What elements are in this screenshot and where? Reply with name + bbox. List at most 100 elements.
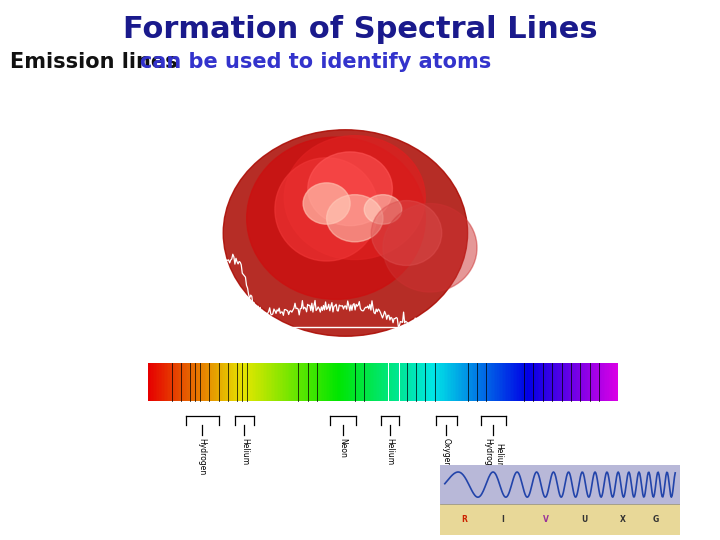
Bar <box>283 363 284 401</box>
Point <box>487 156 499 164</box>
Bar <box>156 363 158 401</box>
Point <box>593 282 605 291</box>
Point <box>161 369 172 377</box>
Bar <box>211 363 212 401</box>
Point <box>318 255 330 264</box>
Point <box>220 211 231 219</box>
Bar <box>418 363 420 401</box>
Point <box>576 179 588 187</box>
Point <box>272 259 284 267</box>
Point <box>428 404 439 413</box>
Point <box>238 136 250 144</box>
Bar <box>431 363 433 401</box>
Point <box>451 371 462 380</box>
Point <box>292 368 303 376</box>
Point <box>598 111 609 120</box>
Point <box>226 261 238 269</box>
Point <box>490 246 502 255</box>
Point <box>386 188 397 197</box>
Point <box>545 140 557 149</box>
Point <box>451 389 463 397</box>
Point <box>175 388 186 397</box>
Bar <box>401 363 402 401</box>
Point <box>454 211 465 219</box>
Point <box>355 248 366 257</box>
Bar <box>516 363 518 401</box>
Text: Helium: Helium <box>240 437 249 464</box>
Point <box>215 294 227 302</box>
Point <box>292 218 303 227</box>
Point <box>171 387 183 395</box>
Bar <box>449 363 450 401</box>
Point <box>270 228 282 237</box>
Point <box>372 144 383 152</box>
Ellipse shape <box>284 136 426 260</box>
Bar <box>442 363 444 401</box>
Point <box>290 329 302 338</box>
Point <box>163 252 175 261</box>
Point <box>410 314 422 322</box>
Bar <box>170 363 171 401</box>
Bar <box>579 363 580 401</box>
Point <box>560 370 572 379</box>
Point <box>539 253 551 261</box>
Point <box>518 403 530 411</box>
Point <box>310 296 321 305</box>
Point <box>531 348 543 356</box>
Point <box>500 363 511 372</box>
Point <box>206 167 217 176</box>
Bar <box>585 363 587 401</box>
Point <box>269 165 281 173</box>
Bar <box>335 363 337 401</box>
Point <box>165 236 176 245</box>
Point <box>271 193 283 201</box>
Point <box>469 237 481 245</box>
Point <box>583 188 595 197</box>
Point <box>254 284 266 293</box>
Point <box>574 199 585 208</box>
Point <box>520 204 531 213</box>
Bar <box>563 363 564 401</box>
Point <box>428 114 439 123</box>
Point <box>397 389 408 397</box>
Point <box>477 180 488 189</box>
Point <box>495 294 506 302</box>
Point <box>384 116 395 124</box>
Bar <box>543 363 544 401</box>
Bar <box>374 363 376 401</box>
Point <box>417 217 428 225</box>
Point <box>428 321 440 330</box>
Point <box>309 237 320 246</box>
Bar <box>546 363 547 401</box>
Point <box>308 359 320 367</box>
Bar <box>510 363 511 401</box>
Point <box>321 381 333 389</box>
Point <box>323 221 334 230</box>
Point <box>324 116 336 124</box>
Point <box>394 207 405 216</box>
Point <box>590 234 601 243</box>
Point <box>546 139 558 148</box>
Bar <box>206 363 208 401</box>
Bar <box>420 363 421 401</box>
Point <box>517 244 528 252</box>
Point <box>390 219 401 228</box>
Point <box>446 197 457 205</box>
Bar <box>260 363 261 401</box>
Bar <box>582 363 583 401</box>
Bar <box>446 363 449 401</box>
Point <box>367 392 379 400</box>
Ellipse shape <box>275 158 378 261</box>
Bar <box>574 363 575 401</box>
Point <box>259 379 271 387</box>
Point <box>366 230 377 238</box>
Point <box>455 194 467 202</box>
Point <box>298 214 310 222</box>
Point <box>251 365 262 374</box>
Point <box>373 215 384 224</box>
Ellipse shape <box>223 130 467 336</box>
Point <box>159 144 171 153</box>
Point <box>576 395 588 403</box>
Point <box>383 124 395 132</box>
Point <box>522 161 534 170</box>
